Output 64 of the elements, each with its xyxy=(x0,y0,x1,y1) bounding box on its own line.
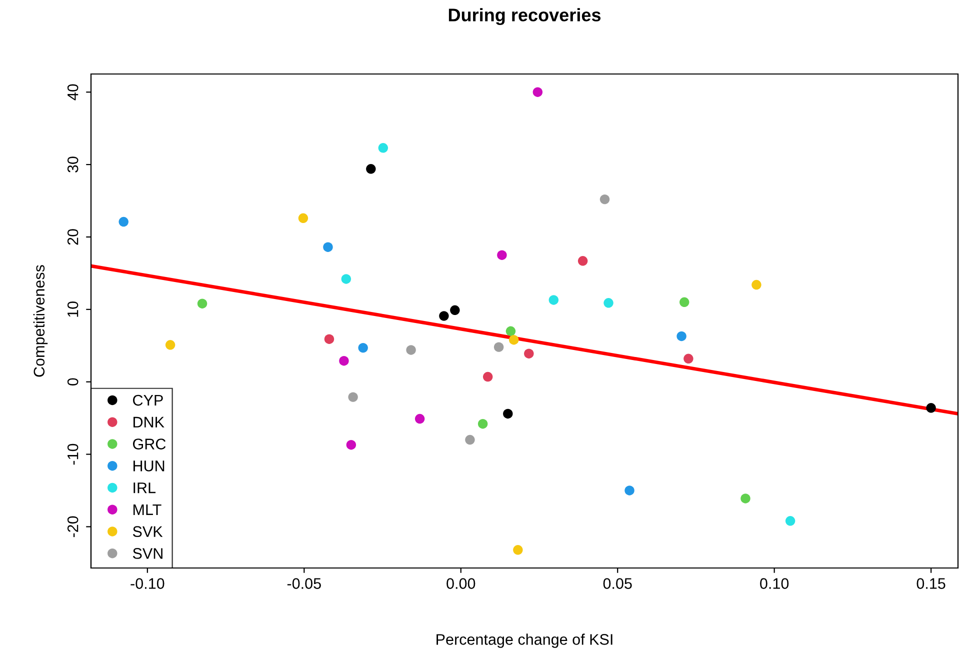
x-tick-label: 0.10 xyxy=(760,578,789,589)
point xyxy=(358,342,368,353)
y-tick-label: 40 xyxy=(67,84,78,100)
point xyxy=(676,331,686,342)
point xyxy=(497,250,507,260)
point xyxy=(366,164,376,174)
y-axis-title: Competitiveness xyxy=(33,265,48,377)
y-tick-label: 20 xyxy=(67,229,78,245)
point xyxy=(406,345,416,355)
point xyxy=(740,494,750,504)
point xyxy=(494,342,504,352)
point xyxy=(679,297,690,308)
point xyxy=(926,403,936,413)
point xyxy=(752,280,762,290)
point xyxy=(604,298,614,308)
point xyxy=(785,516,796,526)
legend-label: SVN xyxy=(132,548,162,559)
legend-label: GRC xyxy=(133,438,166,450)
point xyxy=(684,354,694,364)
point xyxy=(341,274,352,284)
point xyxy=(324,334,334,344)
point xyxy=(503,408,513,419)
legend-label: DNK xyxy=(134,416,164,428)
point xyxy=(513,545,523,555)
legend-label: IRL xyxy=(134,482,156,494)
point xyxy=(578,256,588,266)
legend-label: HUN xyxy=(134,460,164,472)
point xyxy=(298,213,308,224)
point xyxy=(478,418,488,429)
y-tick-label: 30 xyxy=(67,156,78,172)
point xyxy=(323,242,333,252)
y-tick-label: 10 xyxy=(67,302,78,317)
point xyxy=(348,392,358,402)
point xyxy=(465,434,475,445)
point xyxy=(600,194,610,204)
point xyxy=(378,143,388,153)
point xyxy=(339,356,349,366)
y-tick-label: 0 xyxy=(67,378,78,386)
legend-label: CYP xyxy=(133,394,163,406)
point xyxy=(506,326,516,336)
point xyxy=(532,87,543,97)
y-tick-label: -20 xyxy=(67,516,78,538)
x-tick-label: 0.00 xyxy=(446,578,476,589)
point xyxy=(508,334,519,345)
x-tick-label: 0.05 xyxy=(603,578,632,589)
point xyxy=(450,305,460,315)
point xyxy=(548,295,559,305)
legend-label: SVK xyxy=(132,526,163,537)
x-tick-label: -0.05 xyxy=(287,578,321,589)
legend-label: MLT xyxy=(134,504,162,515)
point xyxy=(414,414,425,424)
x-axis-title: Percentage change of KSI xyxy=(436,634,612,648)
point xyxy=(482,372,493,382)
point xyxy=(118,216,128,227)
point xyxy=(197,298,208,308)
y-tick-label: -10 xyxy=(67,444,78,465)
x-tick-label: 0.15 xyxy=(916,578,946,589)
point xyxy=(165,340,176,350)
x-tick-label: -0.10 xyxy=(130,578,164,589)
point xyxy=(624,486,634,496)
point xyxy=(346,440,356,450)
point xyxy=(524,348,534,358)
point xyxy=(439,311,449,321)
chart-title: During recoveries xyxy=(448,8,601,26)
